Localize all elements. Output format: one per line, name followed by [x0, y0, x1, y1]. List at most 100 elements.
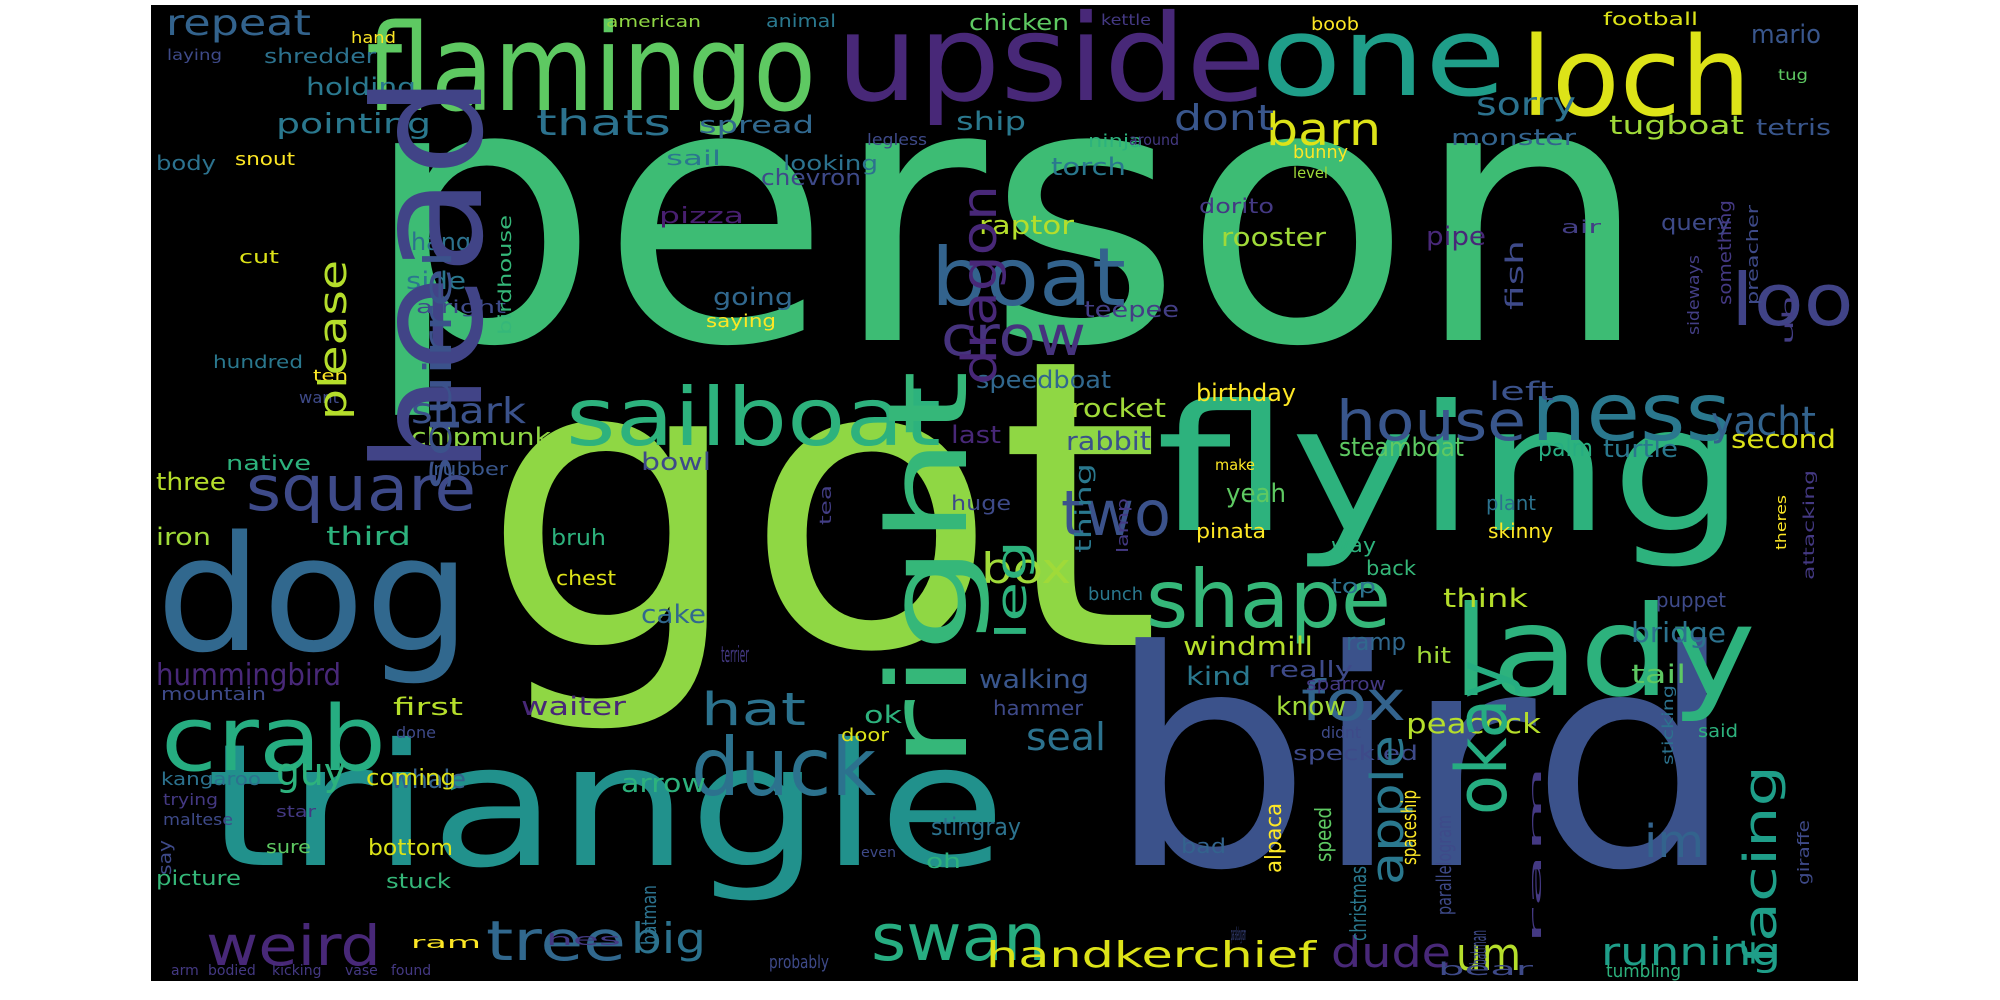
word: windmill — [1183, 632, 1313, 662]
word: alright — [416, 297, 506, 318]
word: hat — [701, 683, 806, 736]
word: third — [326, 522, 411, 552]
word: hammer — [993, 696, 1084, 720]
word: shark — [411, 391, 526, 432]
word: theres — [1774, 495, 1790, 550]
word: sail — [666, 146, 721, 170]
word: holding — [306, 73, 416, 101]
word: palm — [1538, 434, 1593, 462]
word: mountain — [161, 684, 266, 705]
word: spread — [699, 111, 814, 139]
word: ok — [864, 701, 902, 729]
word: big — [631, 914, 706, 963]
word: rooster — [1221, 223, 1326, 253]
word: second — [1731, 425, 1836, 455]
word: hes — [546, 930, 621, 949]
word: um — [1456, 928, 1521, 981]
word: loch — [1521, 13, 1751, 141]
word: person — [361, 6, 1651, 425]
word: first — [393, 693, 463, 721]
word: back — [1366, 556, 1416, 580]
word: please — [311, 260, 355, 420]
word: steamboat — [1339, 433, 1464, 463]
word: bottom — [368, 836, 453, 861]
word: attacking — [1800, 470, 1818, 580]
word: think — [1443, 584, 1528, 614]
word: boob — [1311, 14, 1359, 35]
word: hummingbird — [156, 658, 341, 693]
word: bird — [1106, 587, 1736, 936]
word: speed — [1312, 807, 1337, 862]
word: got — [481, 275, 1161, 740]
word: upside — [836, 5, 1266, 129]
word: lamp — [1113, 498, 1132, 553]
word: leg — [987, 540, 1036, 640]
word: iron — [156, 523, 211, 551]
word: monster — [1451, 126, 1577, 151]
word: tug — [1778, 66, 1808, 84]
word: dorito — [1199, 194, 1274, 218]
word: kind — [1186, 662, 1251, 692]
word: crab — [161, 687, 386, 792]
word: preacher — [1743, 204, 1762, 305]
word: yeah — [1226, 479, 1286, 509]
word: something — [1715, 200, 1736, 305]
word: birthday — [1196, 379, 1296, 407]
word: stuck — [386, 869, 452, 893]
word: two — [1061, 477, 1171, 550]
word: speedboat — [976, 366, 1111, 394]
word: stingray — [931, 813, 1021, 841]
word: facing — [1734, 765, 1787, 965]
word: dont — [1174, 98, 1274, 139]
word: huge — [951, 491, 1011, 515]
word: bear — [1438, 959, 1534, 980]
word: guy — [276, 750, 346, 794]
word: whale — [391, 765, 466, 795]
word: hundred — [213, 352, 303, 373]
word: level — [1293, 164, 1328, 182]
word: chest — [556, 566, 616, 590]
word: sailboat — [566, 371, 941, 464]
word: teepee — [1084, 298, 1179, 323]
word: coming — [366, 766, 456, 791]
word: fish — [1501, 240, 1529, 310]
word: thing — [1072, 463, 1097, 553]
word: tetris — [1756, 116, 1831, 141]
word: know — [1276, 692, 1346, 722]
word: air — [1561, 217, 1602, 238]
word: fox — [1301, 669, 1406, 733]
word: even — [861, 845, 896, 861]
word: batman — [637, 885, 661, 945]
word: rabbit — [1066, 427, 1151, 457]
word: really — [1268, 658, 1353, 683]
word: duck — [691, 721, 877, 814]
word: done — [396, 723, 436, 742]
word-cloud-canvas: person got bird triangle flying flamingo… — [155, 5, 1858, 981]
word: tail — [1631, 660, 1686, 690]
word: head — [343, 75, 517, 475]
word: walking — [979, 665, 1089, 695]
word: bad — [1181, 834, 1226, 858]
word: animal — [766, 11, 836, 32]
word: im — [1644, 815, 1704, 868]
word: plant — [1486, 491, 1536, 515]
word: box — [981, 544, 1071, 593]
word: right — [864, 370, 992, 770]
word: ramp — [1346, 628, 1406, 656]
word: looking — [783, 151, 878, 175]
word: way — [1331, 533, 1376, 557]
word: trying — [163, 790, 218, 809]
word: pointing — [276, 107, 431, 140]
word: ten — [313, 366, 348, 385]
word: lady — [1451, 580, 1756, 725]
word: puppet — [1656, 588, 1726, 612]
word: legless — [867, 130, 927, 149]
word: flamingo — [366, 5, 816, 139]
word: boat — [931, 231, 1126, 324]
word: hang — [411, 228, 471, 256]
word: parallelogram — [1432, 815, 1456, 915]
word: body — [156, 151, 216, 175]
word: football — [1603, 9, 1698, 30]
word: door — [841, 725, 890, 746]
word: dragon — [952, 185, 1008, 385]
